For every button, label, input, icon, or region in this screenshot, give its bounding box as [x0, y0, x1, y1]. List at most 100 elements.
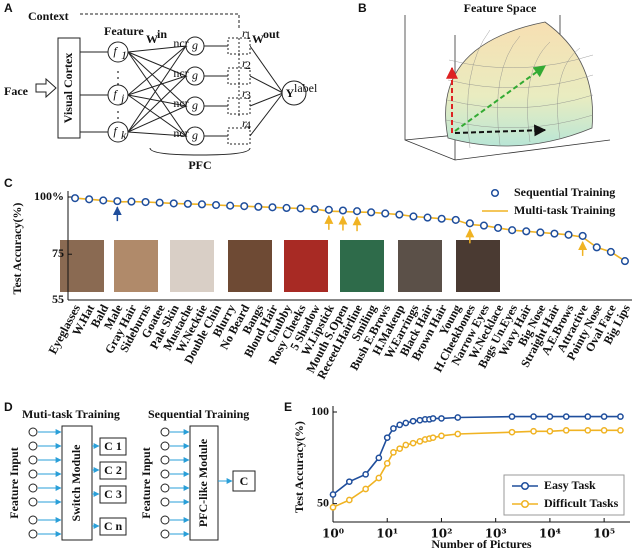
context-line — [80, 13, 240, 28]
label: f — [113, 87, 118, 101]
label: out — [263, 27, 280, 41]
marker — [141, 197, 150, 207]
marker — [592, 243, 601, 252]
connector — [127, 51, 187, 77]
x-tick-label: 10⁰ — [322, 527, 344, 541]
marker — [546, 413, 554, 420]
marker — [451, 215, 460, 224]
connector — [127, 75, 187, 96]
marker — [367, 208, 376, 217]
label: Feature Input — [139, 447, 153, 518]
photo — [284, 240, 328, 292]
marker — [564, 230, 573, 239]
y-tick-label: 100 — [311, 404, 329, 418]
vector — [454, 124, 547, 137]
axis-title: Number of Pictures — [431, 537, 532, 551]
input-node — [160, 455, 170, 465]
marker — [617, 426, 624, 434]
label: g — [192, 98, 198, 112]
marker — [409, 439, 417, 447]
marker — [402, 441, 410, 449]
label: 1 — [121, 48, 127, 62]
marker — [416, 437, 424, 445]
label: Switch Module — [69, 444, 83, 522]
input-node — [160, 497, 170, 507]
legend-swatch — [520, 481, 530, 491]
dot — [117, 111, 119, 113]
label: 4 — [245, 118, 251, 132]
output-box — [99, 517, 127, 536]
panel-label: C — [4, 176, 13, 190]
surface-grid — [557, 47, 581, 140]
feature-node — [107, 41, 129, 63]
surface-grid — [447, 74, 594, 89]
marker — [438, 415, 445, 422]
marker — [324, 205, 333, 214]
marker — [183, 199, 192, 208]
marker — [454, 430, 462, 438]
label: PFC — [188, 158, 211, 172]
x-tick-label: 10² — [430, 527, 452, 541]
marker — [578, 231, 587, 240]
marker — [169, 199, 178, 208]
photos — [60, 240, 500, 292]
output-box — [99, 437, 127, 456]
marker — [617, 413, 624, 420]
marker — [536, 228, 545, 237]
input-node — [160, 427, 170, 437]
marker — [494, 223, 503, 232]
input-node — [28, 515, 38, 525]
connector — [127, 75, 187, 133]
marker — [226, 201, 235, 210]
label: W — [146, 32, 158, 46]
connector — [127, 51, 187, 107]
label: C 3 — [104, 487, 122, 501]
surface-grid — [467, 29, 491, 149]
surface-grid — [446, 94, 594, 109]
label: j — [119, 91, 125, 105]
marker — [338, 206, 348, 215]
marker — [429, 434, 437, 442]
label: C 2 — [104, 463, 122, 477]
photo — [398, 240, 442, 292]
photo — [340, 240, 384, 292]
dot — [117, 83, 119, 85]
label: f — [113, 124, 118, 138]
vector — [454, 65, 546, 132]
x-tick-label: 10⁵ — [593, 527, 615, 541]
photo — [114, 240, 158, 292]
connector — [127, 94, 187, 107]
marker — [197, 200, 206, 209]
legend-box — [503, 474, 625, 516]
marker — [584, 413, 592, 420]
connector — [249, 45, 284, 94]
legend-label: Difficult Tasks — [544, 496, 619, 510]
marker — [353, 207, 362, 216]
label: in — [157, 27, 167, 41]
y-tick-label: 55 — [52, 292, 64, 306]
panel-title: Muti-task Training — [22, 407, 120, 421]
x-tick-label: 10¹ — [376, 527, 398, 541]
connector — [249, 92, 284, 137]
panel-title: Feature Space — [464, 1, 537, 15]
connector — [127, 131, 187, 137]
label: k — [121, 128, 127, 142]
x-tick-label: 10³ — [485, 527, 507, 541]
module — [61, 425, 93, 541]
marker — [508, 428, 516, 436]
output-node — [281, 80, 307, 106]
marker — [562, 413, 570, 420]
input-node — [28, 529, 38, 539]
surface-grid — [527, 41, 551, 143]
marker — [390, 448, 397, 456]
marker — [530, 427, 537, 435]
y-tick-label: 100% — [34, 189, 64, 203]
marker — [606, 247, 615, 256]
marker — [345, 496, 353, 504]
marker — [438, 432, 445, 440]
legend-swatch — [520, 499, 530, 509]
marker — [395, 210, 404, 219]
marker — [310, 205, 319, 214]
connector — [249, 92, 284, 107]
